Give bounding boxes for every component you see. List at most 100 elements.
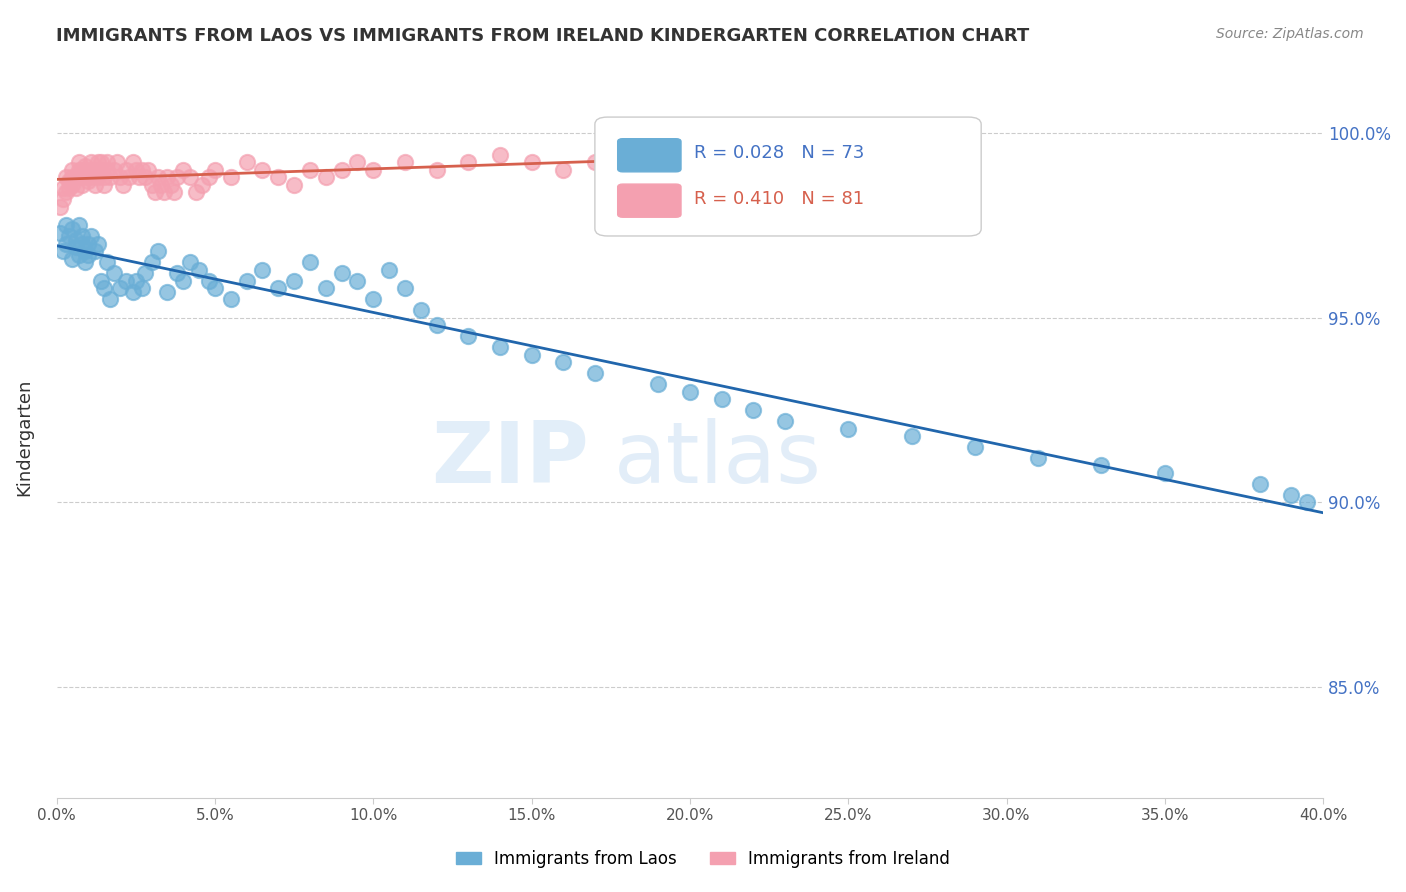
Point (118, 170, 141, 185)
Point (52, 181, 75, 195)
Point (70, 162, 93, 177)
Point (146, 170, 169, 185)
Point (62, 170, 84, 185)
Point (298, 162, 321, 177)
Point (235, 274, 257, 288)
Point (330, 162, 353, 177)
Point (77, 248, 100, 262)
Point (204, 162, 226, 177)
Point (166, 266, 188, 280)
Point (143, 185, 166, 199)
Y-axis label: Kindergarten: Kindergarten (15, 379, 32, 497)
Point (75, 159, 97, 173)
Point (315, 170, 337, 185)
Point (710, 392, 733, 406)
Point (70, 178, 93, 192)
Point (55, 219, 77, 233)
Point (197, 274, 219, 288)
Point (55, 185, 77, 199)
Point (219, 292, 242, 306)
Point (83, 244, 105, 259)
Point (283, 274, 305, 288)
Point (409, 303, 432, 318)
Point (346, 155, 368, 169)
Point (553, 355, 575, 369)
Point (583, 155, 606, 169)
Point (121, 155, 143, 169)
Point (426, 318, 449, 332)
FancyBboxPatch shape (617, 138, 681, 172)
Point (298, 255, 321, 269)
Point (52, 193, 75, 207)
Point (70, 236, 93, 251)
Point (108, 170, 131, 185)
Point (62, 162, 84, 177)
Point (55, 170, 77, 185)
Point (100, 292, 122, 306)
Point (184, 185, 207, 199)
Point (146, 244, 169, 259)
Point (96, 162, 118, 177)
Point (75, 244, 97, 259)
Point (150, 178, 173, 192)
Point (125, 162, 148, 177)
Point (1281, 488, 1303, 502)
Point (457, 155, 479, 169)
Point (153, 185, 176, 199)
Point (90, 162, 112, 177)
Point (361, 292, 384, 306)
Point (141, 255, 163, 269)
Text: R = 0.028   N = 73: R = 0.028 N = 73 (693, 145, 865, 162)
Point (49, 200, 72, 214)
Point (80, 170, 103, 185)
Point (188, 262, 211, 277)
Point (103, 266, 125, 280)
Point (378, 262, 401, 277)
Point (457, 329, 479, 343)
Text: IMMIGRANTS FROM LAOS VS IMMIGRANTS FROM IRELAND KINDERGARTEN CORRELATION CHART: IMMIGRANTS FROM LAOS VS IMMIGRANTS FROM … (56, 27, 1029, 45)
Point (49, 226, 72, 240)
Point (134, 266, 156, 280)
Point (159, 178, 181, 192)
Point (647, 377, 669, 392)
Point (96, 155, 118, 169)
Point (67, 248, 90, 262)
Point (67, 155, 90, 169)
Point (283, 178, 305, 192)
Point (489, 340, 512, 354)
Point (62, 252, 84, 266)
Point (65, 233, 87, 247)
Point (62, 178, 84, 192)
Point (1296, 495, 1319, 509)
Point (131, 281, 153, 295)
Point (93, 281, 115, 295)
Point (128, 170, 150, 185)
Text: Source: ZipAtlas.com: Source: ZipAtlas.com (1216, 27, 1364, 41)
Point (67, 219, 90, 233)
Point (679, 148, 702, 162)
Point (1249, 477, 1271, 491)
Point (55, 236, 77, 251)
Point (837, 421, 859, 435)
Point (346, 274, 368, 288)
Point (742, 403, 765, 417)
Point (647, 155, 669, 169)
Point (62, 222, 84, 236)
Point (67, 170, 90, 185)
Point (616, 148, 638, 162)
Point (112, 178, 135, 192)
Point (77, 236, 100, 251)
Point (330, 266, 353, 280)
Point (77, 174, 100, 188)
Point (100, 170, 122, 185)
Point (235, 155, 257, 169)
Point (163, 185, 186, 199)
Point (115, 274, 138, 288)
Point (108, 281, 131, 295)
Point (105, 155, 128, 169)
Point (141, 178, 163, 192)
Point (267, 170, 290, 185)
Point (361, 162, 384, 177)
Point (103, 162, 125, 177)
Point (77, 162, 100, 177)
